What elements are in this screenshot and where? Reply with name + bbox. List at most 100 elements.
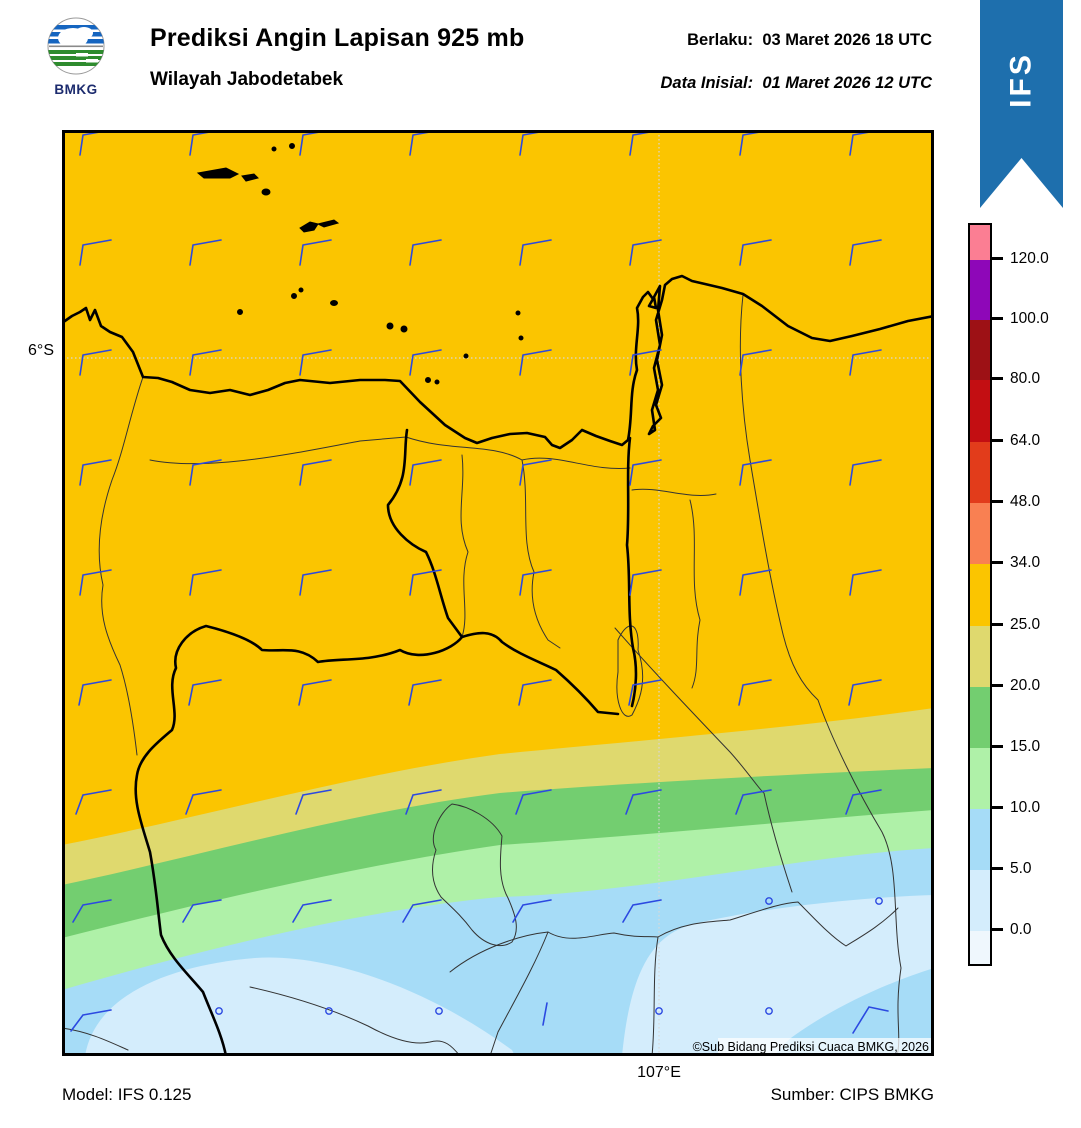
colorbar-tick-label: 20.0 (1010, 677, 1041, 694)
wind-barb-icon (409, 349, 442, 376)
wind-barb-icon (852, 1006, 889, 1034)
colorbar-tick (990, 317, 1003, 320)
ribbon-banner-icon (980, 0, 1063, 208)
wind-barb-icon (739, 239, 772, 266)
wind-barb-icon (512, 899, 552, 923)
regency-boundaries (61, 294, 902, 1057)
wind-barb-icon (622, 899, 662, 923)
wind-barb-icon (519, 239, 552, 266)
calm-wind-icon (325, 1007, 333, 1015)
colorbar-tick (990, 623, 1003, 626)
wind-barb-icon (405, 789, 442, 815)
wind-barb-icon (70, 1009, 112, 1032)
copyright-text: ©Sub Bidang Prediksi Cuaca BMKG, 2026 (693, 1040, 929, 1054)
wind-barb-icon (409, 569, 442, 596)
wind-barb-icon (738, 679, 772, 706)
wind-barb-icon (185, 789, 222, 815)
model-ribbon: IFS (980, 0, 1063, 208)
colorbar-segment (970, 442, 990, 503)
colorbar-segment (970, 320, 990, 380)
colorbar-tick (990, 684, 1003, 687)
wind-barb-icon (299, 239, 332, 266)
bmkg-logo: BMKG (45, 16, 107, 97)
wind-barb-icon (628, 679, 662, 706)
colorbar-segment (970, 503, 990, 564)
colorbar-segment (970, 931, 990, 964)
wind-barb-icon (629, 239, 662, 266)
map-copyright: ©Sub Bidang Prediksi Cuaca BMKG, 2026 (693, 1038, 933, 1054)
wind-barb-icon (849, 569, 882, 596)
colorbar-segment (970, 870, 990, 931)
colorbar-tick-label: 100.0 (1010, 310, 1049, 327)
ribbon-text: IFS (1004, 52, 1038, 108)
colorbar-segment (970, 260, 990, 320)
weather-map: ©Sub Bidang Prediksi Cuaca BMKG, 2026 (60, 129, 936, 1058)
province-boundaries (134, 428, 638, 1058)
wind-barb-icon (739, 349, 772, 376)
colorbar-tick-label: 15.0 (1010, 738, 1041, 755)
wind-barb-icon (402, 899, 442, 923)
wind-barb-icon (298, 679, 332, 706)
colorbar-tick-label: 48.0 (1010, 493, 1041, 510)
source-label: Sumber: CIPS BMKG (770, 1085, 934, 1104)
wind-barb-icon (629, 459, 662, 486)
valid-time: Berlaku: 03 Maret 2026 18 UTC (687, 31, 932, 50)
colorbar-tick-label: 64.0 (1010, 432, 1041, 449)
wind-barb-icon (299, 349, 332, 376)
initial-time: Data Inisial: 01 Maret 2026 12 UTC (661, 74, 932, 93)
islands (196, 143, 524, 385)
wind-barb-icon (299, 459, 332, 486)
wind-barb-icon (849, 239, 882, 266)
colorbar-tick (990, 928, 1003, 931)
wind-barb-icon (735, 789, 772, 815)
wind-barb-icon (78, 679, 112, 706)
calm-wind-icon (765, 1007, 773, 1015)
page-title: Prediksi Angin Lapisan 925 mb (150, 24, 525, 52)
map-border (62, 130, 934, 1056)
wind-barb-icon (629, 569, 662, 596)
coastline (60, 274, 936, 450)
wind-barb-icon (519, 349, 552, 376)
colorbar-tick-label: 25.0 (1010, 616, 1041, 633)
logo-text: BMKG (54, 82, 98, 97)
wind-barb-icon (518, 679, 552, 706)
wind-barbs (70, 129, 889, 1034)
wind-barb-icon (79, 459, 112, 486)
wind-barb-icon (292, 899, 332, 923)
page-subtitle: Wilayah Jabodetabek (150, 69, 344, 90)
calm-wind-icon (435, 1007, 443, 1015)
calm-wind-icon (765, 897, 773, 905)
colorbar-tick-label: 5.0 (1010, 860, 1032, 877)
colorbar-tick (990, 806, 1003, 809)
wind-barb-icon (515, 789, 552, 815)
longitude-label: 107°E (637, 1064, 681, 1081)
wind-barb-icon (739, 569, 772, 596)
wind-barb-icon (72, 899, 112, 923)
wind-barb-icon (849, 459, 882, 486)
colorbar-tick (990, 377, 1003, 380)
initial-time-value: 01 Maret 2026 12 UTC (762, 74, 932, 92)
wind-barb-icon (188, 679, 222, 706)
wind-barb-icon (409, 239, 442, 266)
colorbar-tick (990, 745, 1003, 748)
wind-barb-icon (79, 349, 112, 376)
calm-wind-icon (655, 1007, 663, 1015)
calm-wind-icon (875, 897, 883, 905)
wind-barb-icon (75, 789, 112, 815)
wind-barb-icon (519, 459, 552, 486)
colorbar-segment (970, 564, 990, 626)
colorbar-tick (990, 257, 1003, 260)
colorbar-segment (970, 380, 990, 442)
colorbar (968, 223, 992, 966)
valid-time-label: Berlaku: (687, 31, 754, 49)
wind-barb-icon (409, 459, 442, 486)
wind-barb-icon (845, 789, 882, 815)
graticule (63, 131, 933, 1055)
wind-barb-icon (189, 569, 222, 596)
wind-barb-icon (79, 239, 112, 266)
colorbar-tick-label: 34.0 (1010, 554, 1041, 571)
valid-time-value: 03 Maret 2026 18 UTC (762, 31, 932, 49)
calm-wind-icon (215, 1007, 223, 1015)
initial-time-label: Data Inisial: (660, 74, 754, 92)
wind-speed-bands (62, 130, 934, 1056)
